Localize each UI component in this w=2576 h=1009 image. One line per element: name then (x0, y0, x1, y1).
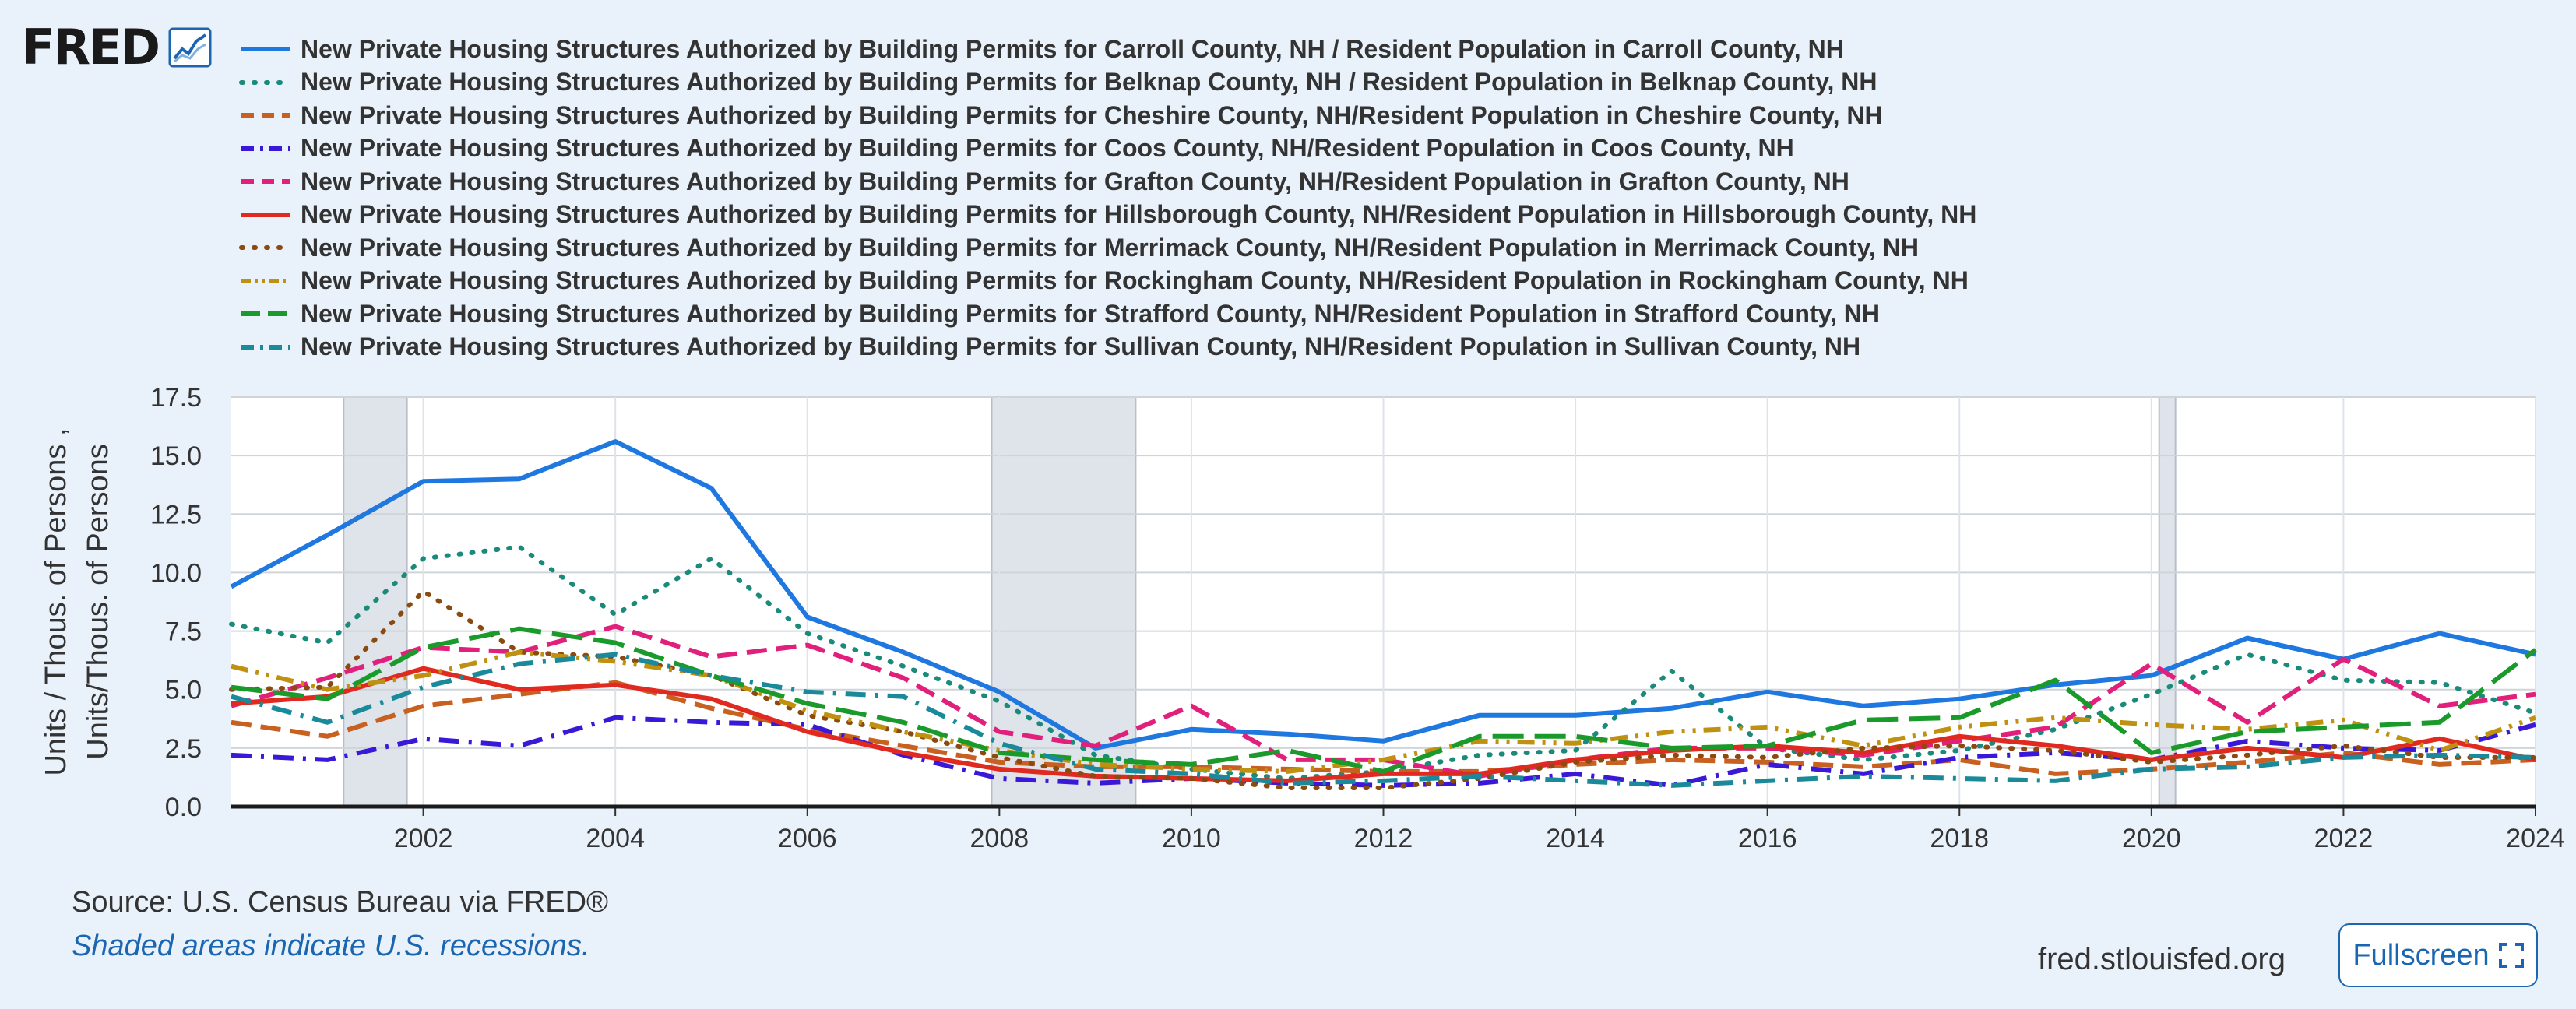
x-tick-label: 2018 (1930, 824, 1989, 853)
x-tick-label: 2010 (1162, 824, 1221, 853)
fred-logo[interactable]: FRED (22, 23, 212, 72)
legend-item-1[interactable]: New Private Housing Structures Authorize… (238, 33, 1976, 66)
legend-label: New Private Housing Structures Authorize… (301, 134, 1794, 163)
legend-swatch (241, 344, 290, 350)
legend-swatch (241, 311, 290, 317)
legend-item-8[interactable]: New Private Housing Structures Authorize… (238, 265, 1976, 298)
y-tick-label: 12.5 (150, 500, 202, 529)
y-tick-label: 0.0 (165, 793, 202, 822)
legend-label: New Private Housing Structures Authorize… (301, 200, 1977, 229)
x-tick-label: 2014 (1546, 824, 1605, 853)
legend-label: New Private Housing Structures Authorize… (301, 68, 1877, 97)
legend-swatch (239, 79, 292, 85)
legend-label: New Private Housing Structures Authorize… (301, 167, 1849, 195)
site-url: fred.stlouisfed.org (2038, 942, 2286, 976)
chart-plot: 0.0 2.5 5.0 7.5 10.0 12.5 15.0 17.5 2002 2004 2006… (40, 383, 2565, 853)
legend-label: New Private Housing Structures Authorize… (301, 100, 1883, 129)
x-tick-label: 2016 (1738, 824, 1797, 853)
y-tick-label: 10.0 (150, 558, 202, 588)
legend-swatch (241, 278, 290, 283)
line-chart-icon (168, 27, 212, 68)
legend-item-3[interactable]: New Private Housing Structures Authorize… (238, 99, 1976, 132)
series-line-1[interactable] (230, 439, 2536, 751)
recession-note: Shaded areas indicate U.S. recessions. (72, 930, 590, 962)
y-tick-label: 15.0 (150, 441, 202, 471)
fullscreen-button[interactable]: Fullscreen (2338, 923, 2538, 987)
x-tick-label: 2008 (970, 824, 1029, 853)
legend-item-10[interactable]: New Private Housing Structures Authorize… (238, 331, 1976, 364)
y-axis-label: Units / Thous. of Persons , (40, 427, 72, 775)
fullscreen-label: Fullscreen (2353, 938, 2490, 972)
legend-swatch (241, 113, 290, 118)
legend-swatch (239, 245, 292, 251)
legend-swatch (241, 146, 290, 151)
y-tick-label: 5.0 (165, 676, 202, 705)
legend-swatch (241, 47, 290, 52)
x-tick-label: 2012 (1354, 824, 1413, 853)
x-tick-label: 2002 (394, 824, 453, 853)
legend-label: New Private Housing Structures Authorize… (301, 299, 1880, 328)
legend-swatch (241, 179, 290, 185)
x-tick-label: 2006 (778, 824, 837, 853)
x-tick-label: 2020 (2122, 824, 2181, 853)
legend-label: New Private Housing Structures Authorize… (301, 34, 1844, 63)
y-axis-label-2: Units/Thous. of Persons (82, 444, 114, 760)
legend-item-2[interactable]: New Private Housing Structures Authorize… (238, 66, 1976, 100)
series-line-8[interactable] (231, 649, 2536, 774)
y-tick-label: 2.5 (165, 734, 202, 764)
fred-logo-text: FRED (22, 19, 160, 76)
series-line-2[interactable] (229, 544, 2538, 781)
series-line-9[interactable] (231, 626, 2537, 774)
y-tick-label: 17.5 (150, 383, 202, 413)
fullscreen-icon (2498, 943, 2524, 968)
legend-swatch (241, 212, 290, 217)
legend-item-9[interactable]: New Private Housing Structures Authorize… (238, 297, 1976, 331)
x-tick-label: 2022 (2314, 824, 2374, 853)
x-tick-label: 2024 (2506, 824, 2565, 853)
chart-legend: New Private Housing Structures Authorize… (238, 33, 1976, 364)
y-tick-label: 7.5 (165, 617, 202, 647)
legend-label: New Private Housing Structures Authorize… (301, 266, 1969, 295)
series-line-5[interactable] (231, 624, 2536, 779)
series-line-10[interactable] (231, 652, 2536, 788)
legend-label: New Private Housing Structures Authorize… (301, 233, 1919, 262)
x-tick-label: 2004 (586, 824, 645, 853)
source-note: Source: U.S. Census Bureau via FRED® (72, 886, 609, 919)
legend-label: New Private Housing Structures Authorize… (301, 332, 1861, 361)
legend-item-6[interactable]: New Private Housing Structures Authorize… (238, 199, 1976, 232)
legend-item-5[interactable]: New Private Housing Structures Authorize… (238, 165, 1976, 199)
legend-item-4[interactable]: New Private Housing Structures Authorize… (238, 132, 1976, 166)
legend-item-7[interactable]: New Private Housing Structures Authorize… (238, 231, 1976, 265)
recession-band (2158, 396, 2177, 807)
